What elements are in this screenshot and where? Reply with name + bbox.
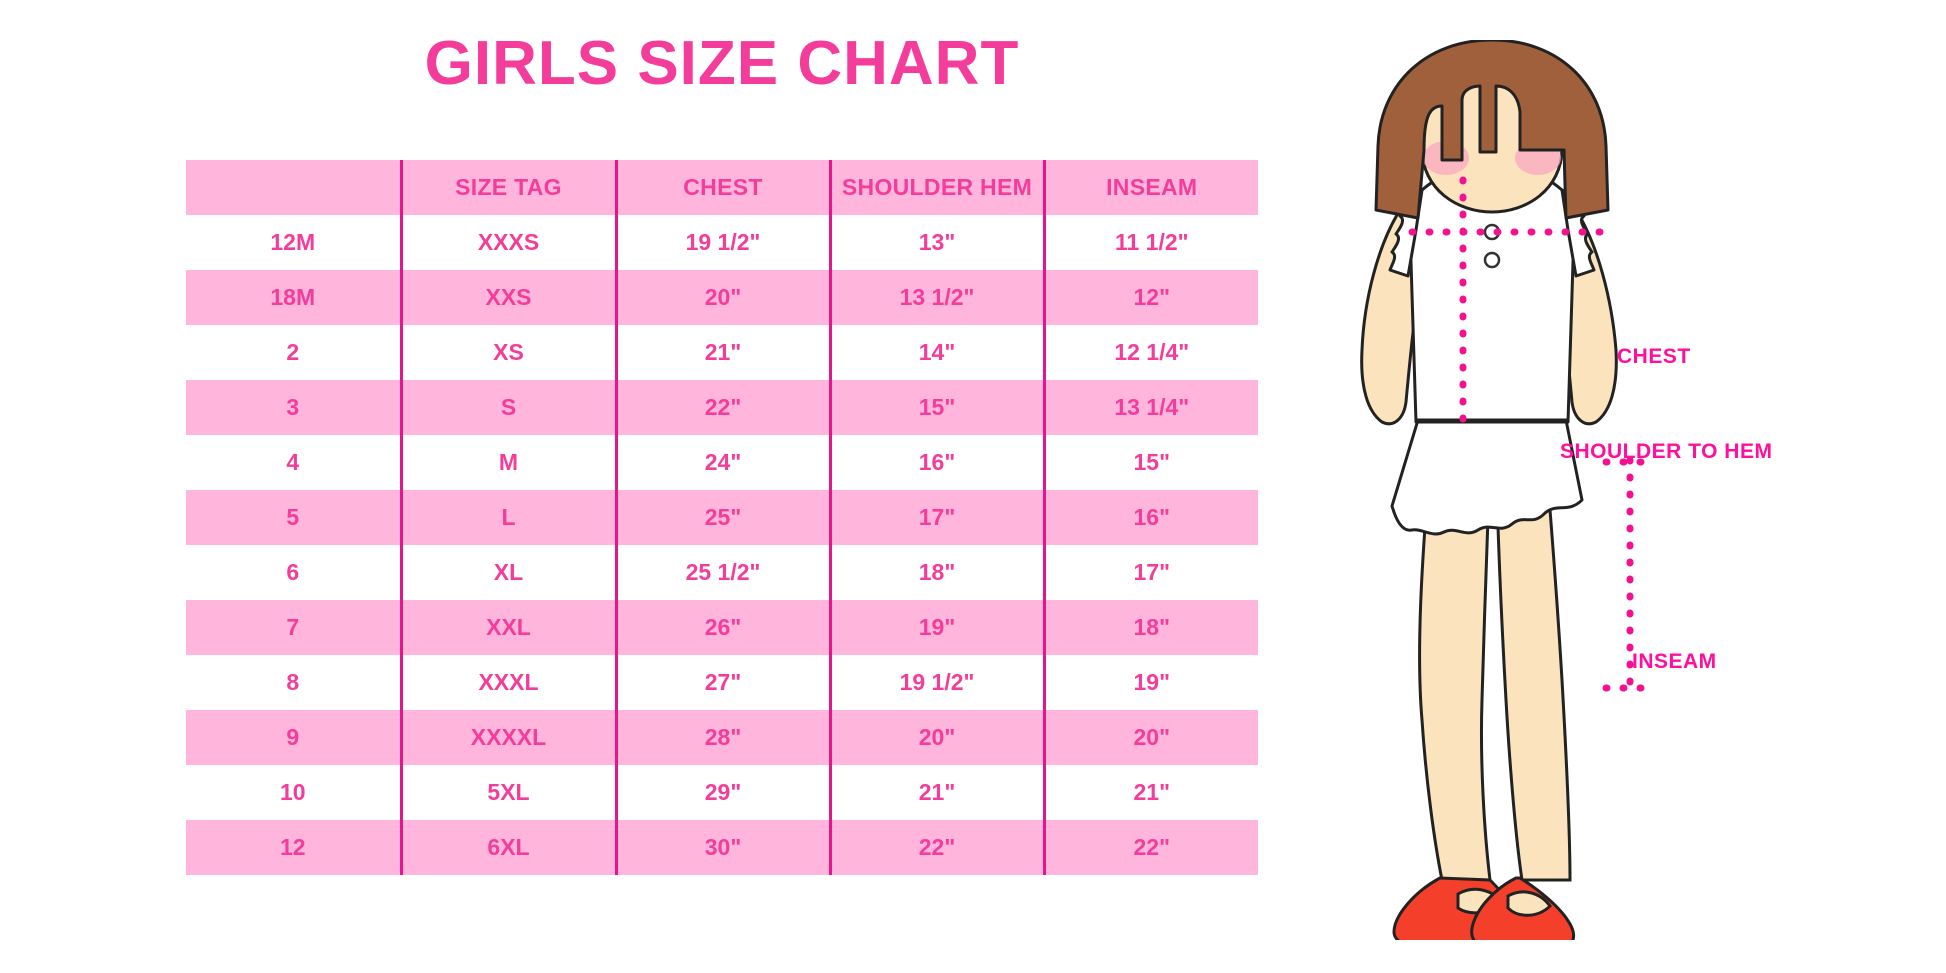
cell-size: 3 bbox=[186, 380, 401, 435]
cell-inseam: 13 1/4" bbox=[1042, 380, 1258, 435]
page-title: GIRLS SIZE CHART bbox=[424, 29, 1020, 98]
size-table-container: SIZE TAG CHEST SHOULDER HEM INSEAM 12M X… bbox=[186, 160, 1258, 875]
cell-size: 4 bbox=[186, 435, 401, 490]
shoes-group bbox=[1392, 876, 1575, 940]
cell-inseam: 12 1/4" bbox=[1042, 325, 1258, 380]
cell-inseam: 20" bbox=[1042, 710, 1258, 765]
cell-size: 10 bbox=[186, 765, 401, 820]
cell-shoulder-hem: 19 1/2" bbox=[828, 655, 1044, 710]
table-row: 12 6XL 30" 22" 22" bbox=[186, 820, 1258, 875]
column-header-size-tag: SIZE TAG bbox=[399, 160, 616, 215]
cell-chest: 21" bbox=[614, 325, 830, 380]
cell-shoulder-hem: 17" bbox=[828, 490, 1044, 545]
cell-inseam: 21" bbox=[1042, 765, 1258, 820]
cell-size-tag: L bbox=[399, 490, 616, 545]
cell-chest: 29" bbox=[614, 765, 830, 820]
cell-size-tag: XXL bbox=[399, 600, 616, 655]
cell-size-tag: XS bbox=[399, 325, 616, 380]
table-body: 12M XXXS 19 1/2" 13" 11 1/2" 18M XXS 20"… bbox=[186, 215, 1258, 875]
cell-size-tag: XXXL bbox=[399, 655, 616, 710]
cell-shoulder-hem: 16" bbox=[828, 435, 1044, 490]
cell-chest: 19 1/2" bbox=[614, 215, 830, 270]
cell-size: 12 bbox=[186, 820, 401, 875]
table-row: 4 M 24" 16" 15" bbox=[186, 435, 1258, 490]
cell-size-tag: 6XL bbox=[399, 820, 616, 875]
cell-size-tag: XL bbox=[399, 545, 616, 600]
label-inseam: INSEAM bbox=[1632, 650, 1717, 673]
cell-inseam: 19" bbox=[1042, 655, 1258, 710]
column-header-shoulder-hem: SHOULDER HEM bbox=[828, 160, 1044, 215]
cell-size-tag: M bbox=[399, 435, 616, 490]
table-row: 3 S 22" 15" 13 1/4" bbox=[186, 380, 1258, 435]
column-header-size bbox=[186, 160, 401, 215]
hair bbox=[1374, 40, 1610, 220]
cell-size-tag: XXS bbox=[399, 270, 616, 325]
measurement-lines bbox=[1408, 176, 1656, 692]
cell-shoulder-hem: 15" bbox=[828, 380, 1044, 435]
table-row: 8 XXXL 27" 19 1/2" 19" bbox=[186, 655, 1258, 710]
cell-chest: 28" bbox=[614, 710, 830, 765]
cell-size: 6 bbox=[186, 545, 401, 600]
cell-chest: 26" bbox=[614, 600, 830, 655]
cell-inseam: 17" bbox=[1042, 545, 1258, 600]
column-header-inseam: INSEAM bbox=[1042, 160, 1258, 215]
button-icon bbox=[1483, 251, 1501, 269]
table-row: 2 XS 21" 14" 12 1/4" bbox=[186, 325, 1258, 380]
label-chest: CHEST bbox=[1617, 345, 1691, 368]
skirt bbox=[1390, 418, 1584, 536]
cell-inseam: 18" bbox=[1042, 600, 1258, 655]
table-header: SIZE TAG CHEST SHOULDER HEM INSEAM bbox=[186, 160, 1258, 215]
table-row: 10 5XL 29" 21" 21" bbox=[186, 765, 1258, 820]
table-row: 5 L 25" 17" 16" bbox=[186, 490, 1258, 545]
cell-size: 2 bbox=[186, 325, 401, 380]
cell-shoulder-hem: 20" bbox=[828, 710, 1044, 765]
girls-size-table: SIZE TAG CHEST SHOULDER HEM INSEAM 12M X… bbox=[186, 160, 1258, 875]
cell-size: 8 bbox=[186, 655, 401, 710]
cell-shoulder-hem: 13" bbox=[828, 215, 1044, 270]
cell-shoulder-hem: 18" bbox=[828, 545, 1044, 600]
legs-group bbox=[1418, 458, 1572, 882]
cell-inseam: 12" bbox=[1042, 270, 1258, 325]
table-row: 18M XXS 20" 13 1/2" 12" bbox=[186, 270, 1258, 325]
cell-chest: 27" bbox=[614, 655, 830, 710]
cell-chest: 25 1/2" bbox=[614, 545, 830, 600]
cell-size: 12M bbox=[186, 215, 401, 270]
table-row: 6 XL 25 1/2" 18" 17" bbox=[186, 545, 1258, 600]
cell-chest: 30" bbox=[614, 820, 830, 875]
head-group bbox=[1374, 40, 1610, 220]
table-row: 9 XXXXL 28" 20" 20" bbox=[186, 710, 1258, 765]
cell-inseam: 16" bbox=[1042, 490, 1258, 545]
cell-size: 9 bbox=[186, 710, 401, 765]
cell-size: 7 bbox=[186, 600, 401, 655]
cell-shoulder-hem: 22" bbox=[828, 820, 1044, 875]
cell-size: 5 bbox=[186, 490, 401, 545]
girl-figure-illustration bbox=[1330, 40, 1946, 940]
label-shoulder-to-hem: SHOULDER TO HEM bbox=[1560, 440, 1773, 463]
cell-shoulder-hem: 21" bbox=[828, 765, 1044, 820]
cell-shoulder-hem: 13 1/2" bbox=[828, 270, 1044, 325]
cell-size-tag: S bbox=[399, 380, 616, 435]
cell-size: 18M bbox=[186, 270, 401, 325]
cell-inseam: 15" bbox=[1042, 435, 1258, 490]
cell-inseam: 11 1/2" bbox=[1042, 215, 1258, 270]
cell-size-tag: XXXS bbox=[399, 215, 616, 270]
cell-chest: 25" bbox=[614, 490, 830, 545]
table-header-row: SIZE TAG CHEST SHOULDER HEM INSEAM bbox=[186, 160, 1258, 215]
cell-size-tag: XXXXL bbox=[399, 710, 616, 765]
cell-size-tag: 5XL bbox=[399, 765, 616, 820]
cell-chest: 20" bbox=[614, 270, 830, 325]
table-row: 7 XXL 26" 19" 18" bbox=[186, 600, 1258, 655]
table-row: 12M XXXS 19 1/2" 13" 11 1/2" bbox=[186, 215, 1258, 270]
cell-shoulder-hem: 19" bbox=[828, 600, 1044, 655]
cell-chest: 24" bbox=[614, 435, 830, 490]
cell-chest: 22" bbox=[614, 380, 830, 435]
column-header-chest: CHEST bbox=[614, 160, 830, 215]
cell-shoulder-hem: 14" bbox=[828, 325, 1044, 380]
cell-inseam: 22" bbox=[1042, 820, 1258, 875]
